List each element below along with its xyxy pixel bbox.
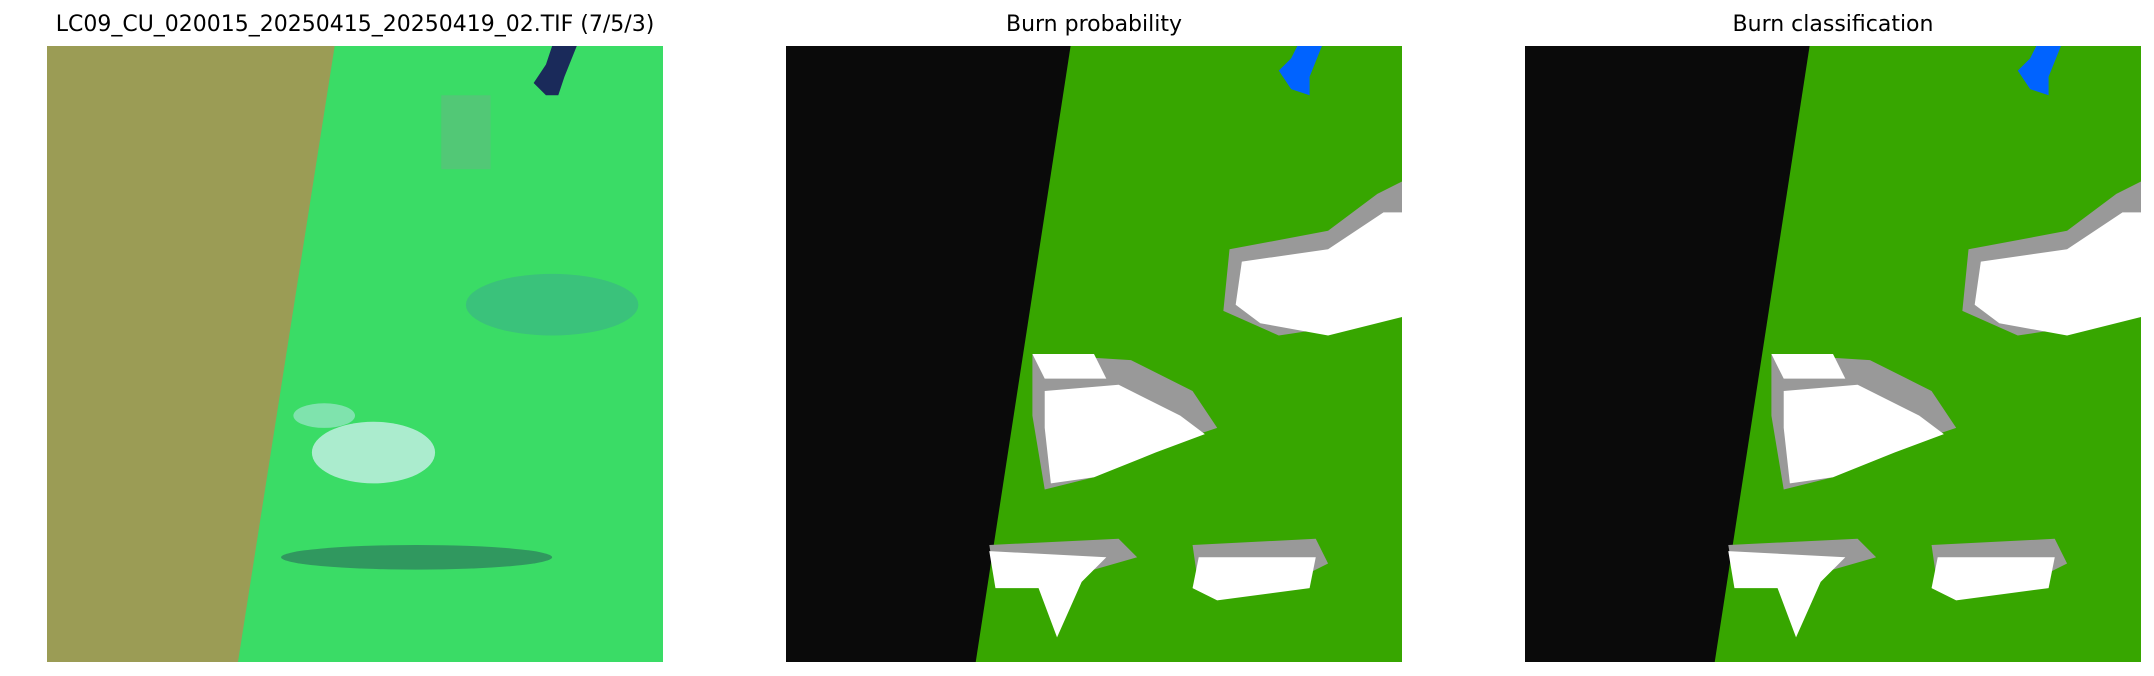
cloud	[1044, 384, 1205, 484]
burn-probability-map	[786, 46, 1402, 662]
cloud	[1192, 557, 1316, 601]
nodata-area	[786, 46, 1071, 662]
cloud	[1032, 354, 1107, 379]
water-lake	[2017, 46, 2061, 96]
water-lake	[1278, 46, 1322, 96]
cloud	[1974, 212, 2141, 336]
composite-image	[47, 46, 663, 662]
urban-area	[441, 95, 491, 170]
cloud	[1771, 354, 1846, 379]
panel-title-burn-classification: Burn classification	[1732, 12, 1934, 37]
cloud	[1235, 212, 1402, 336]
cloud-haze	[465, 273, 639, 336]
nodata-area	[47, 46, 335, 662]
panel-title-burn-probability: Burn probability	[1005, 12, 1182, 37]
burn-classification-map	[1525, 46, 2141, 662]
cloud	[1728, 551, 1846, 638]
panel-title-composite: LC09_CU_020015_20250415_20250419_02.TIF …	[55, 12, 655, 37]
water-lake	[533, 46, 577, 96]
cloud-haze	[293, 403, 355, 428]
cloud	[989, 551, 1107, 638]
cloud-haze	[311, 421, 436, 484]
cloud	[1783, 384, 1944, 484]
nodata-area	[1525, 46, 1810, 662]
cloud	[1931, 557, 2055, 601]
cloud-haze	[281, 544, 553, 570]
